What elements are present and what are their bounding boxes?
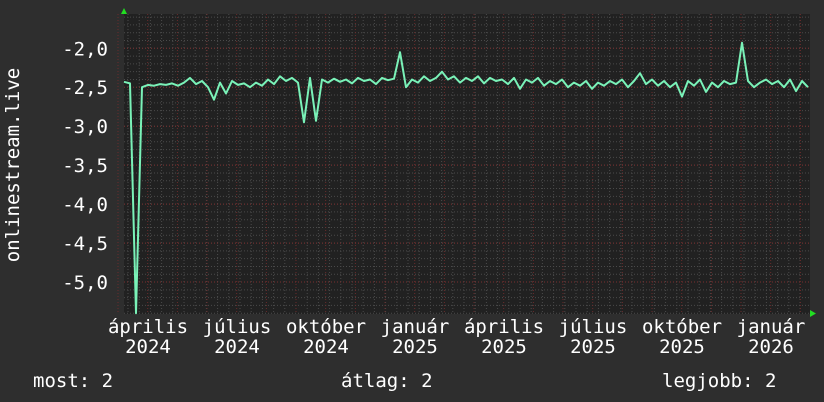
plot-area xyxy=(124,14,810,314)
x-tick-label-year: 2024 xyxy=(214,336,260,358)
x-tick-label-year: 2024 xyxy=(125,336,171,358)
y-tick-label: -5,0 xyxy=(62,272,108,294)
x-tick-label-month: október xyxy=(286,316,366,338)
x-tick-label-year: 2024 xyxy=(303,336,349,358)
x-tick-label: április 2025 xyxy=(464,316,544,358)
x-tick-label-year: 2025 xyxy=(392,336,438,358)
x-tick-label: július 2024 xyxy=(203,316,272,358)
x-tick-label: július 2025 xyxy=(559,316,628,358)
x-tick-label-year: 2025 xyxy=(570,336,616,358)
x-tick-label-year: 2025 xyxy=(659,336,705,358)
current-value: most: 2 xyxy=(33,370,114,392)
average-value: átlag: 2 xyxy=(341,370,433,392)
y-tick-label: -3,5 xyxy=(62,155,108,177)
best-value: legjobb: 2 xyxy=(662,370,777,392)
x-tick-label-year: 2025 xyxy=(481,336,527,358)
y-axis-arrow-icon xyxy=(121,8,127,14)
x-tick-label: január 2025 xyxy=(381,316,450,358)
x-tick-label: október 2024 xyxy=(286,316,366,358)
y-tick-label: -4,0 xyxy=(62,194,108,216)
x-tick-label-month: július xyxy=(559,316,628,338)
x-tick-label-month: április xyxy=(108,316,188,338)
x-tick-label-month: július xyxy=(203,316,272,338)
series-line xyxy=(123,41,809,315)
x-axis-arrow-icon xyxy=(810,310,816,317)
x-tick-label-month: január xyxy=(737,316,806,338)
y-tick-label: -3,0 xyxy=(62,116,108,138)
y-tick-label: -2,5 xyxy=(62,77,108,99)
x-tick-label-month: október xyxy=(642,316,722,338)
x-tick-label-month: április xyxy=(464,316,544,338)
y-tick-label: -4,5 xyxy=(62,233,108,255)
x-tick-label-month: január xyxy=(381,316,450,338)
y-axis-ticks: -2,0 -2,5 -3,0 -3,5 -4,0 -4,5 -5,0 xyxy=(62,38,108,294)
y-axis-label: onlinestream.live xyxy=(2,68,24,262)
x-tick-label-year: 2026 xyxy=(748,336,794,358)
grid xyxy=(117,14,810,314)
x-tick-label: október 2025 xyxy=(642,316,722,358)
y-tick-label: -2,0 xyxy=(62,38,108,60)
x-tick-label: április 2024 xyxy=(108,316,188,358)
x-tick-label: január 2026 xyxy=(737,316,806,358)
